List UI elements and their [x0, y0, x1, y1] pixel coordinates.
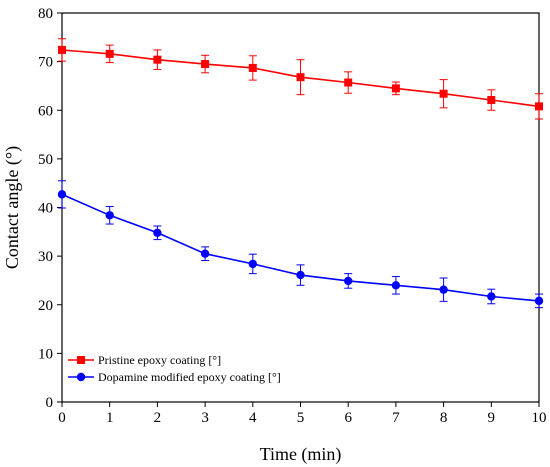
y-tick-label: 10 — [38, 346, 53, 362]
y-tick-label: 40 — [38, 201, 53, 217]
x-tick-label: 7 — [392, 410, 400, 426]
data-point — [296, 270, 305, 280]
legend-marker — [77, 356, 85, 364]
y-tick-label: 60 — [38, 103, 53, 119]
data-point — [487, 96, 496, 105]
legend-label: Dopamine modified epoxy coating [°] — [98, 370, 281, 384]
x-tick-label: 2 — [154, 410, 162, 426]
data-point — [439, 89, 448, 98]
series-1 — [58, 38, 543, 120]
x-tick-label: 10 — [532, 410, 547, 426]
x-tick-label: 4 — [249, 410, 257, 426]
data-point — [534, 296, 544, 306]
x-tick-label: 5 — [297, 410, 305, 426]
x-tick-label: 9 — [488, 410, 496, 426]
legend-label: Pristine epoxy coating [°] — [98, 353, 221, 367]
data-point — [344, 276, 353, 286]
data-point — [391, 84, 400, 93]
series-layer — [57, 38, 544, 309]
data-point — [296, 73, 305, 82]
legend: Pristine epoxy coating [°] Dopamine modif… — [68, 353, 281, 384]
legend-entry-1: Pristine epoxy coating [°] — [68, 353, 221, 367]
data-point — [439, 285, 448, 294]
series-2 — [57, 180, 544, 309]
data-point — [535, 102, 543, 111]
data-point — [200, 249, 210, 258]
data-point — [153, 55, 162, 64]
x-axis-label: Time (min) — [260, 444, 342, 465]
x-tick-label: 0 — [58, 410, 66, 426]
data-point — [344, 78, 353, 87]
data-point — [153, 228, 162, 237]
data-point — [248, 259, 257, 269]
data-point — [105, 49, 114, 58]
y-tick-label: 70 — [38, 55, 53, 71]
y-tick-label: 80 — [38, 6, 53, 22]
legend-entry-2: Dopamine modified epoxy coating [°] — [68, 370, 281, 384]
x-tick-label: 3 — [201, 410, 209, 426]
data-point — [201, 60, 210, 69]
data-point — [58, 45, 66, 54]
data-point — [57, 190, 67, 199]
x-tick-label: 6 — [344, 410, 352, 426]
data-point — [248, 63, 257, 72]
y-tick-label: 0 — [46, 395, 54, 411]
y-tick-label: 20 — [38, 298, 53, 314]
x-tick-label: 8 — [440, 410, 448, 426]
y-tick-label: 30 — [38, 249, 53, 265]
data-point — [105, 211, 114, 220]
legend-marker — [76, 372, 86, 382]
y-tick-label: 50 — [38, 152, 53, 168]
y-axis-label: Contact angle (°) — [2, 146, 23, 269]
axis-ticks: 0 1 2 3 4 5 6 7 8 9 10 0 10 20 30 40 50 60 70 80 — [38, 6, 547, 426]
data-point — [487, 292, 496, 301]
x-tick-label: 1 — [106, 410, 114, 426]
data-point — [391, 281, 401, 290]
